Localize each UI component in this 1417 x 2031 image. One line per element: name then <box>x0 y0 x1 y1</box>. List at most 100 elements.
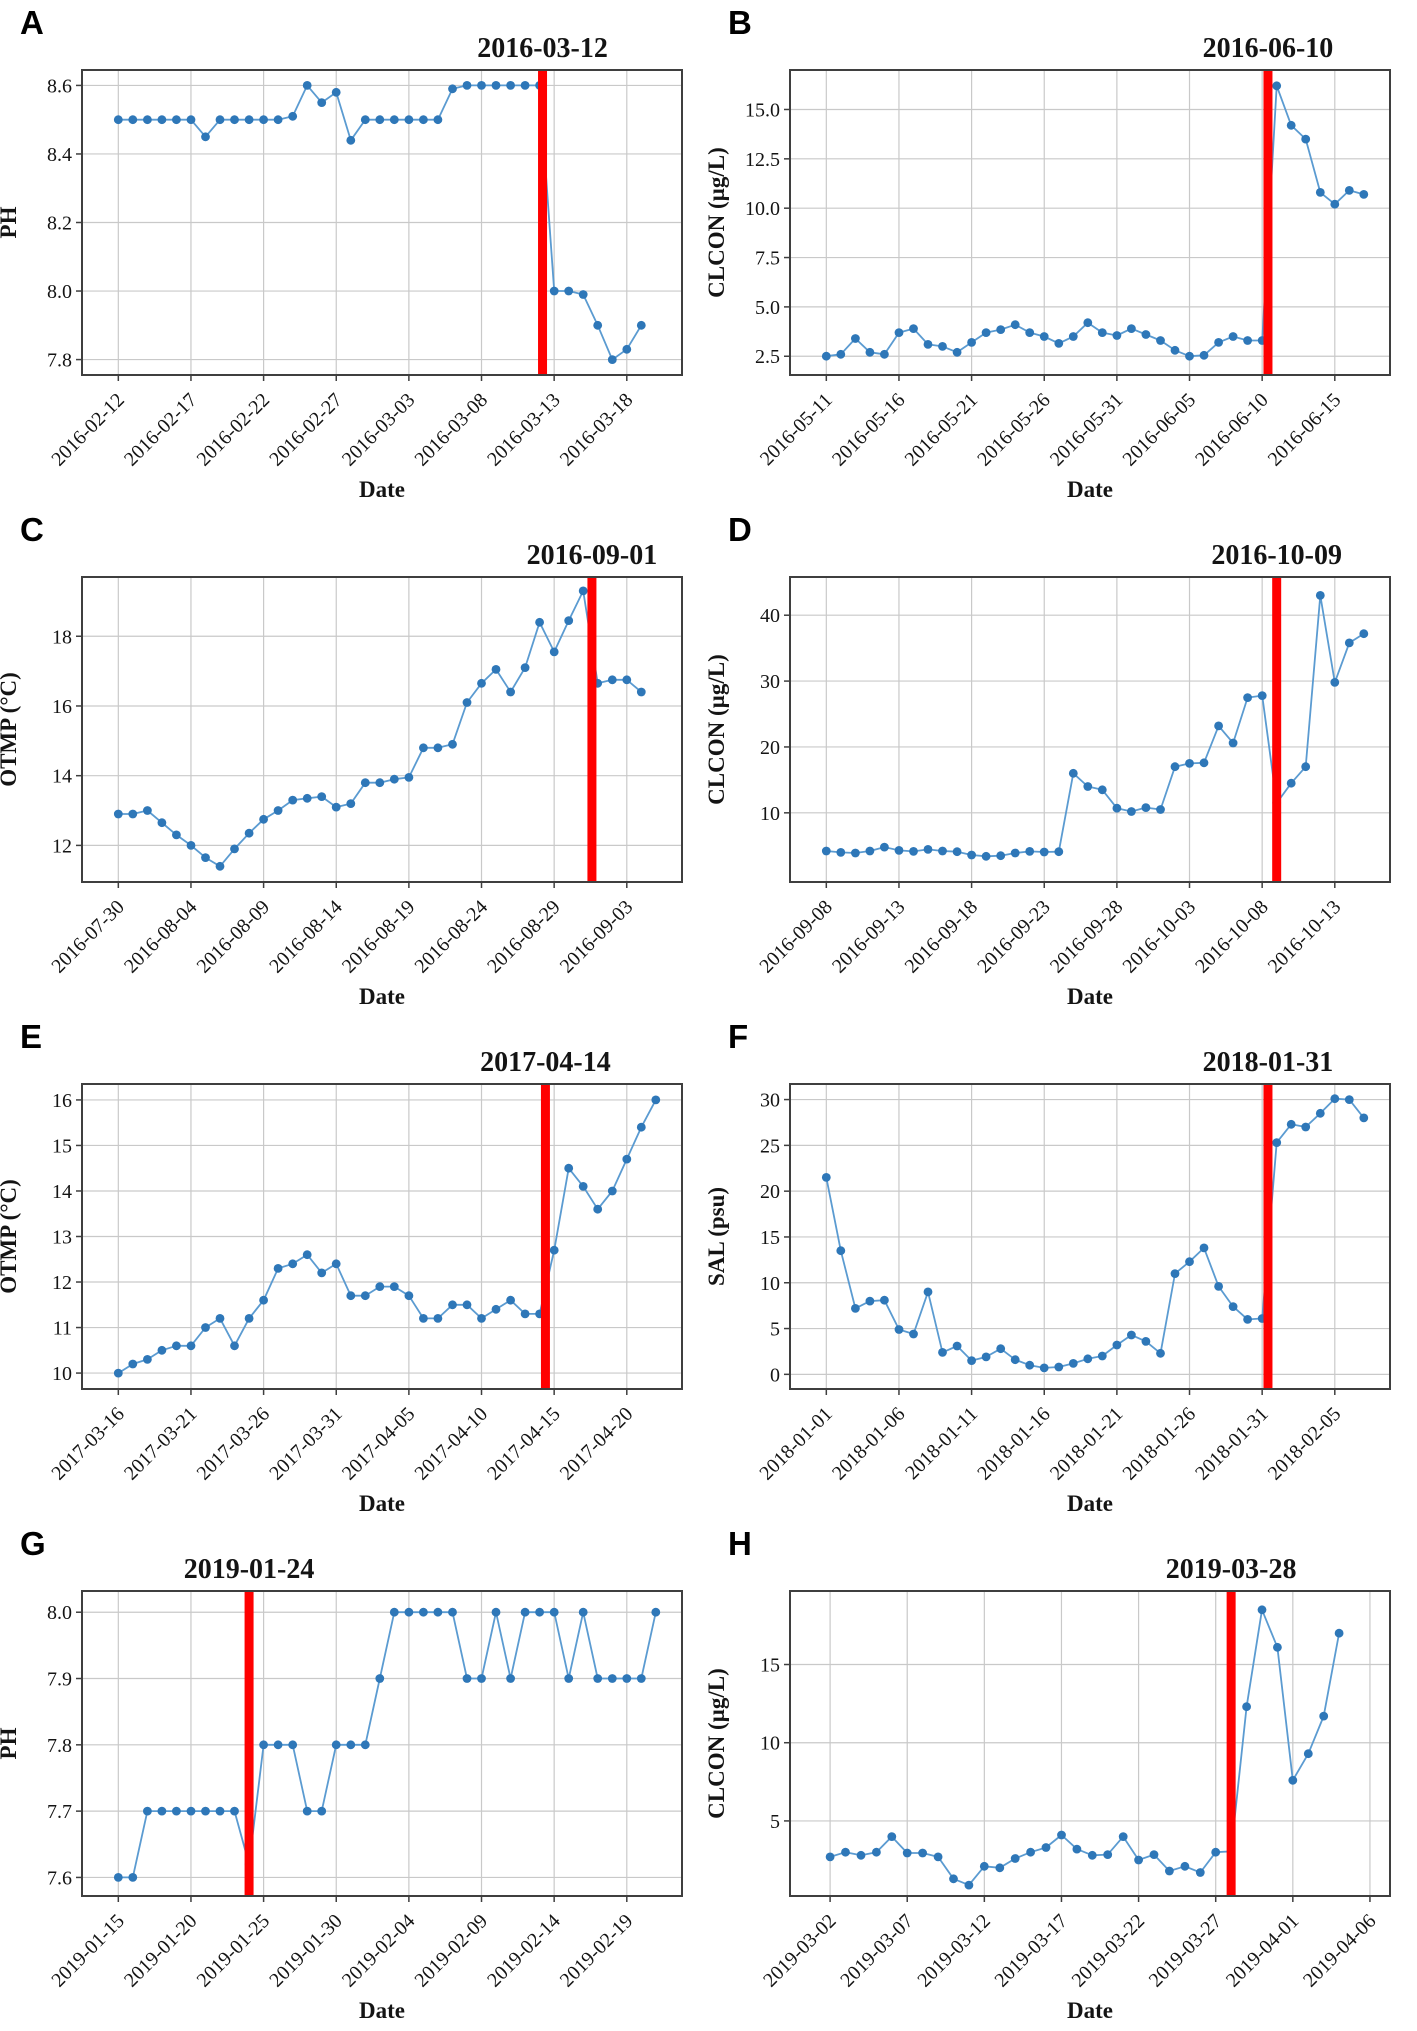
data-point <box>404 1607 414 1617</box>
data-point <box>578 1607 588 1617</box>
data-point <box>938 1348 947 1357</box>
x-tick-label: 2016-08-29 <box>483 896 565 978</box>
data-point <box>1039 1363 1049 1373</box>
data-point <box>1010 320 1020 330</box>
data-point <box>1180 1861 1190 1871</box>
data-point <box>1141 1337 1151 1346</box>
data-point <box>1195 1868 1205 1877</box>
x-tick-label: 2017-03-21 <box>120 1403 202 1485</box>
x-tick-label: 2016-09-23 <box>973 896 1055 978</box>
data-point <box>360 115 370 125</box>
x-axis-label: Date <box>359 477 405 502</box>
y-tick-label: 15 <box>760 1227 780 1249</box>
data-point <box>1243 1315 1252 1324</box>
data-point <box>302 793 312 803</box>
plot-area <box>790 70 1390 375</box>
x-tick-label: 2016-02-27 <box>265 389 347 471</box>
data-point <box>1068 768 1078 778</box>
data-point <box>375 1282 385 1291</box>
panel-e: 2017-03-16 2017-03-21 2017-03-26 2017-03-31… <box>0 1014 708 1521</box>
data-point <box>996 1344 1006 1354</box>
data-point <box>851 848 860 858</box>
data-point <box>419 1314 428 1323</box>
x-tick-label: 2019-02-14 <box>483 1910 565 1992</box>
data-point <box>636 320 646 330</box>
x-tick-label: 2016-02-12 <box>47 389 129 471</box>
data-point <box>825 1852 835 1862</box>
x-tick-label: 2016-05-31 <box>1046 389 1128 471</box>
data-point <box>909 847 918 856</box>
data-point <box>346 135 356 145</box>
data-point <box>448 1300 457 1310</box>
data-point <box>856 1850 866 1860</box>
x-tick-label: 2016-02-22 <box>193 389 275 471</box>
x-axis-label: Date <box>359 1998 405 2023</box>
data-point <box>979 1861 989 1871</box>
data-point <box>317 1268 327 1278</box>
data-point <box>1242 1702 1251 1712</box>
data-point <box>967 1356 976 1365</box>
data-point <box>1083 782 1093 791</box>
y-tick-label: 8.0 <box>47 1602 72 1624</box>
data-point <box>1097 785 1107 795</box>
data-point <box>1025 847 1035 856</box>
x-tick-label: 2016-03-03 <box>338 389 420 471</box>
x-tick-label: 2016-03-18 <box>556 389 638 471</box>
data-point <box>967 850 976 860</box>
panel-c: 2016-07-30 2016-08-04 2016-08-09 2016-08-14… <box>0 507 708 1014</box>
data-point <box>1334 1628 1344 1638</box>
x-tick-label: 2016-08-09 <box>193 896 275 978</box>
data-point <box>1054 847 1064 857</box>
data-point <box>273 1264 283 1273</box>
data-point <box>549 1245 559 1255</box>
x-tick-label: 2018-01-21 <box>1046 1403 1128 1485</box>
plot-frame <box>789 576 1391 883</box>
y-tick-label: 8.6 <box>47 75 72 97</box>
data-point <box>1303 1749 1313 1759</box>
data-point <box>491 1304 501 1314</box>
data-point <box>1156 1348 1165 1358</box>
y-tick-label: 7.9 <box>47 1669 72 1691</box>
data-point <box>607 1186 617 1196</box>
data-point <box>201 1806 210 1816</box>
data-point <box>128 115 138 125</box>
x-tick-label: 2016-09-08 <box>755 896 837 978</box>
data-point <box>1170 762 1180 772</box>
y-tick-label: 10 <box>760 1733 780 1755</box>
data-point <box>949 1874 958 1884</box>
data-point <box>1185 351 1194 361</box>
data-point <box>288 1259 298 1269</box>
x-tick-label: 2016-09-13 <box>828 896 910 978</box>
data-point <box>593 1674 603 1683</box>
data-point <box>1118 1832 1128 1841</box>
data-point <box>1072 1844 1082 1854</box>
data-point <box>981 1352 991 1362</box>
y-tick-label: 11 <box>53 1318 72 1340</box>
line-chart-f: 2018-01-012018-01-062018-01-112018-01-16… <box>708 1047 1391 1516</box>
y-tick-label: 7.5 <box>755 248 780 270</box>
data-point <box>302 81 312 90</box>
data-point <box>1319 1711 1329 1721</box>
x-tick-label: 2016-09-03 <box>556 896 638 978</box>
data-point <box>317 792 327 801</box>
data-point <box>346 799 356 808</box>
x-tick-label: 2019-03-02 <box>759 1910 841 1992</box>
x-tick-label: 2019-03-22 <box>1068 1910 1150 1992</box>
data-point <box>1026 1847 1035 1857</box>
data-point <box>331 1740 341 1750</box>
data-point <box>375 1674 385 1683</box>
data-point <box>520 663 530 672</box>
data-point <box>143 115 152 125</box>
data-point <box>477 678 486 688</box>
x-tick-label: 2016-05-11 <box>756 389 837 470</box>
x-tick-label: 2016-08-19 <box>338 896 420 978</box>
data-point <box>1087 1850 1097 1860</box>
data-point <box>1344 638 1354 648</box>
data-point <box>172 1806 181 1816</box>
data-point <box>346 1291 356 1301</box>
data-point <box>433 743 443 753</box>
data-point <box>607 1674 617 1683</box>
x-axis-label: Date <box>359 1491 405 1516</box>
x-tick-label: 2017-04-20 <box>556 1403 638 1485</box>
y-tick-label: 7.8 <box>47 350 72 372</box>
